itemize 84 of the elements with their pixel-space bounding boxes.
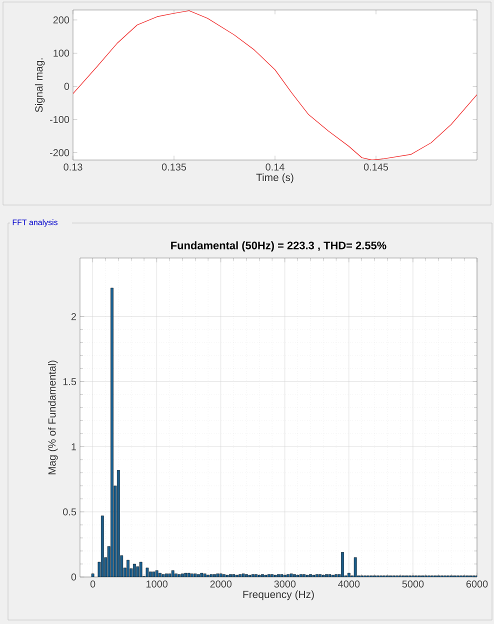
chart-title: Fundamental (50Hz) = 223.3 , THD= 2.55% (171, 241, 386, 252)
bar (254, 574, 258, 578)
bar (229, 574, 232, 578)
bar (341, 552, 344, 578)
x-tick-label: 4000 (338, 580, 360, 588)
x-tick-label: 0.14 (266, 164, 284, 171)
bar (325, 574, 328, 578)
bar (162, 574, 165, 578)
bar (242, 574, 245, 578)
bar (280, 574, 284, 578)
y-tick-label: 0.5 (63, 508, 76, 516)
bar (146, 568, 149, 578)
x-tick-label: 0.13 (64, 164, 82, 171)
bar (251, 574, 254, 578)
bar (91, 574, 94, 578)
line-series (73, 10, 478, 160)
y-tick-label: 200 (53, 16, 70, 24)
bar (171, 570, 174, 578)
bar (245, 574, 248, 578)
bar (222, 574, 226, 578)
bar (286, 574, 290, 578)
bar (178, 574, 181, 578)
bar (149, 572, 152, 578)
y-tick-label: -100 (50, 116, 70, 124)
bar (194, 574, 197, 578)
bar (174, 574, 178, 578)
bar (158, 572, 162, 578)
bar (200, 572, 204, 578)
bar (309, 574, 312, 578)
bar (318, 574, 322, 578)
bar (126, 560, 130, 578)
bar (334, 574, 338, 578)
bar (139, 562, 142, 578)
y-tick-label: 1.5 (63, 378, 76, 386)
x-tick-label: 6000 (466, 580, 488, 588)
x-tick-label: 0.145 (364, 164, 388, 171)
y-tick-label: 100 (54, 50, 70, 57)
bar (238, 574, 242, 578)
bar (290, 574, 293, 578)
bar (165, 574, 168, 578)
bar (100, 516, 104, 578)
y-tick-label: 2 (71, 313, 76, 320)
x-tick-label: 3000 (274, 580, 296, 588)
y-tick-label: 0 (64, 82, 70, 90)
bar (110, 288, 114, 578)
bar (277, 574, 280, 578)
bar (261, 574, 264, 578)
x-tick-label: 2000 (210, 580, 232, 588)
y-tick-label: 1 (72, 443, 76, 450)
bar (302, 574, 306, 578)
bar (168, 574, 172, 578)
bar (187, 572, 190, 578)
y-tick-label: 0 (71, 573, 76, 581)
bar (354, 557, 357, 578)
bar (293, 574, 296, 578)
bar (116, 470, 120, 578)
bar (152, 572, 156, 578)
bar (190, 574, 194, 578)
bar (197, 574, 200, 578)
bar (133, 564, 136, 578)
bar (203, 574, 206, 578)
x-tick-label: 0.135 (162, 164, 186, 171)
bar (219, 574, 222, 578)
bar (213, 574, 216, 578)
bar (155, 570, 158, 578)
y-tick-label: -200 (50, 149, 70, 156)
y-axis-title: Mag (% of Fundamental) (48, 360, 58, 474)
bar (299, 574, 302, 578)
bar (267, 574, 270, 578)
x-tick-label: 5000 (402, 580, 424, 588)
bar (232, 574, 236, 578)
bar (328, 574, 332, 578)
x-tick-label: 0 (90, 580, 96, 588)
bar (270, 574, 274, 578)
bar (348, 572, 350, 578)
y-axis-title: Signal mag. (34, 58, 45, 112)
x-axis-title: Time (s) (256, 173, 294, 184)
bar (216, 574, 220, 578)
x-tick-label: 1000 (146, 580, 168, 588)
bar (210, 574, 213, 578)
bar (184, 572, 188, 578)
bar (181, 574, 184, 578)
x-axis-title: Frequency (Hz) (243, 590, 314, 600)
bar (315, 574, 318, 578)
